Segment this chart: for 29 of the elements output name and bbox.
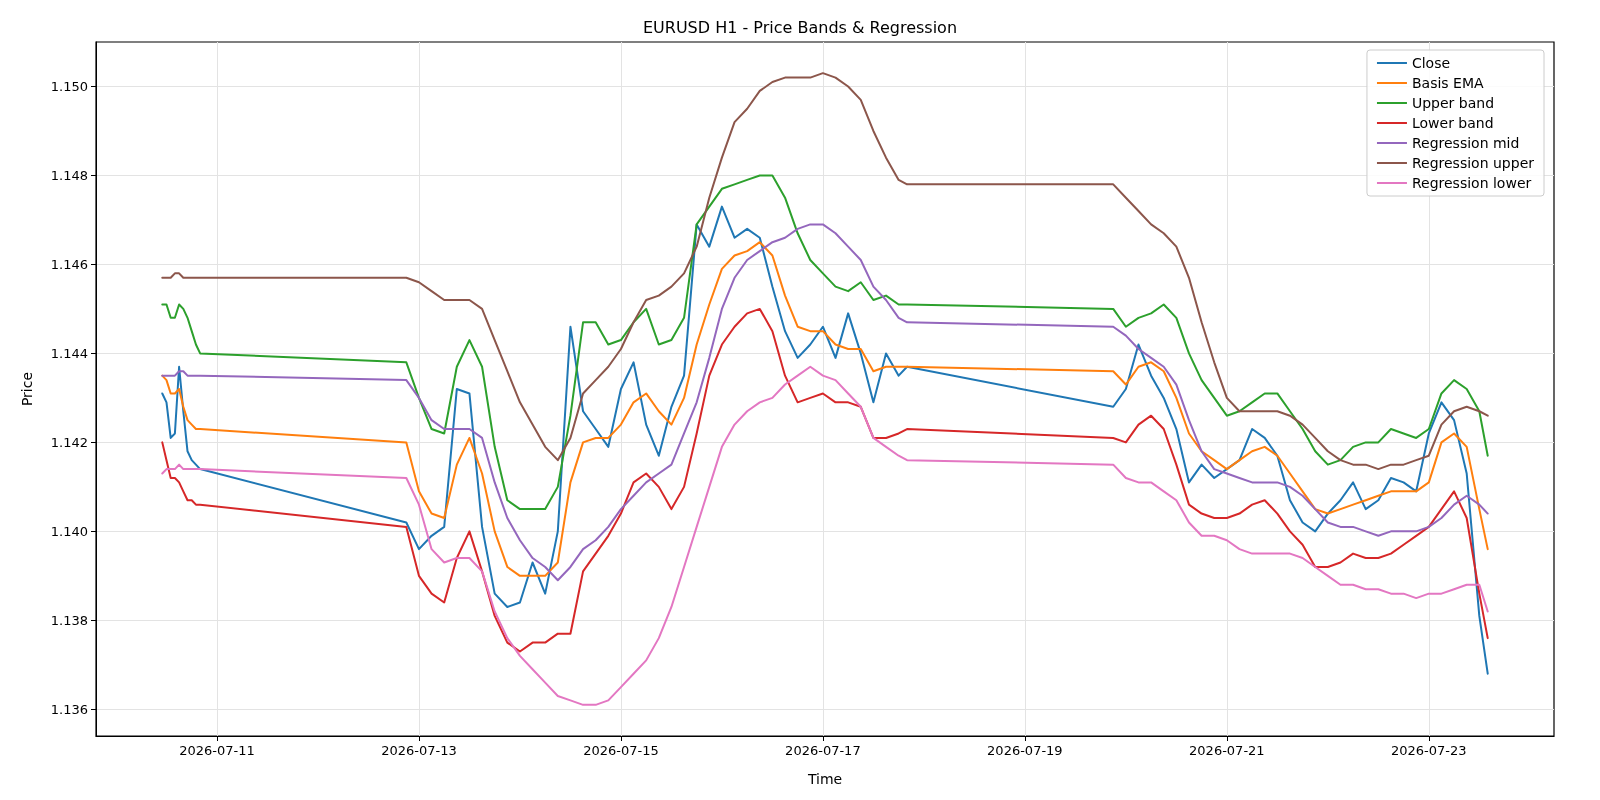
x-tick-label: 2026-07-21 — [1189, 743, 1265, 758]
x-tick-label: 2026-07-19 — [987, 743, 1063, 758]
legend-label: Regression lower — [1411, 175, 1532, 191]
y-tick-label: 1.140 — [50, 523, 88, 539]
x-tick-label: 2026-07-23 — [1391, 743, 1467, 758]
chart-title: EURUSD H1 - Price Bands & Regression — [642, 17, 958, 37]
legend-label: Upper band — [1411, 95, 1495, 111]
y-tick-label: 1.150 — [50, 78, 88, 94]
x-tick-label: 2026-07-17 — [785, 743, 861, 758]
line-series — [161, 365, 1489, 706]
x-tick-label: 2026-07-15 — [583, 743, 659, 758]
y-tick-label: 1.148 — [50, 167, 88, 183]
legend-label: Regression upper — [1411, 155, 1535, 171]
x-axis-title: Time — [806, 771, 843, 787]
line-series — [161, 205, 1489, 675]
y-tick-label: 1.138 — [50, 612, 88, 628]
legend-label: Lower band — [1411, 115, 1494, 131]
y-axis-title: Price — [19, 371, 35, 407]
y-tick-label: 1.146 — [50, 256, 88, 272]
y-tick-label: 1.144 — [50, 345, 88, 361]
legend-label: Close — [1411, 55, 1451, 71]
y-tick-label: 1.142 — [50, 434, 88, 450]
legend-label: Regression mid — [1411, 135, 1520, 151]
line-series — [161, 307, 1489, 653]
x-tick-label: 2026-07-13 — [381, 743, 457, 758]
legend-label: Basis EMA — [1411, 75, 1484, 91]
line-series — [161, 174, 1489, 511]
y-tick-label: 1.136 — [50, 701, 88, 717]
x-tick-label: 2026-07-11 — [179, 743, 255, 758]
